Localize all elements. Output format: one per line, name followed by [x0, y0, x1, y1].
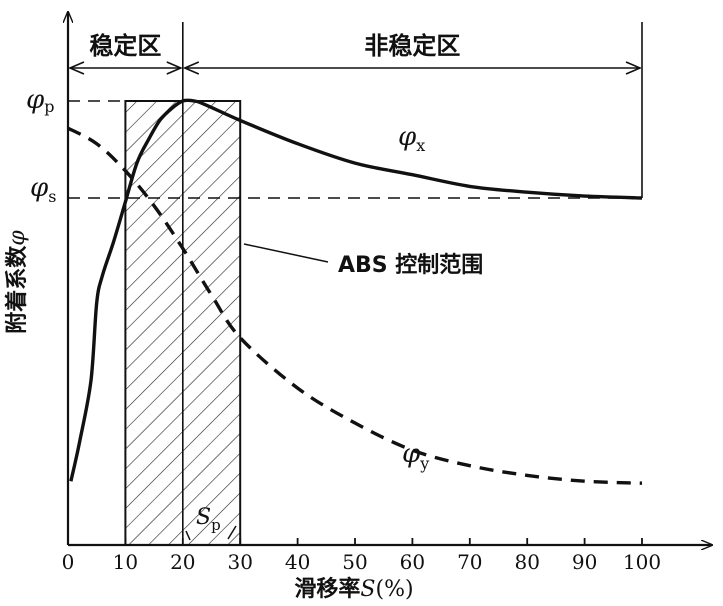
region-arrowhead	[625, 61, 643, 75]
x-tick-label: 0	[62, 550, 75, 574]
x-tick-label: 40	[285, 550, 310, 574]
series-phi-x	[69, 98, 643, 482]
sp-bracket-right	[227, 525, 237, 540]
phi-s-label: φs	[30, 173, 56, 206]
x-tick-label: 50	[342, 550, 367, 574]
abs-range-label: ABS 控制范围	[338, 252, 483, 278]
sp-label: Sp	[196, 505, 221, 534]
region-arrowhead	[67, 61, 85, 75]
series-label-phi-y: φy	[402, 439, 429, 473]
x-tick-label: 80	[514, 550, 539, 574]
y-axis-title: 附着系数φ	[4, 230, 30, 334]
region-arrowhead	[166, 61, 183, 75]
x-tick-label: 30	[227, 550, 252, 574]
x-tick-label: 10	[113, 550, 138, 574]
x-tick-label: 20	[170, 550, 195, 574]
series-label-phi-x: φx	[398, 122, 425, 155]
x-tick-label: 90	[572, 550, 597, 574]
x-tick-label: 70	[457, 550, 482, 574]
x-axis-title: 滑移率S(%)	[294, 576, 413, 602]
x-tick-label: 60	[400, 550, 425, 574]
region-label-unstable: 非稳定区	[364, 32, 460, 60]
sp-bracket-left	[185, 530, 191, 541]
phi-p-label: φp	[26, 85, 54, 116]
region-label-stable: 稳定区	[89, 32, 161, 60]
abs-leader-line	[243, 243, 329, 263]
region-arrows	[67, 61, 643, 75]
region-arrowhead	[182, 61, 200, 75]
x-tick-label: 100	[623, 550, 661, 574]
x-ticks: 0 10 20 30 40 50 60 70 80 90 100	[62, 538, 661, 574]
series-phi-y	[67, 126, 643, 485]
